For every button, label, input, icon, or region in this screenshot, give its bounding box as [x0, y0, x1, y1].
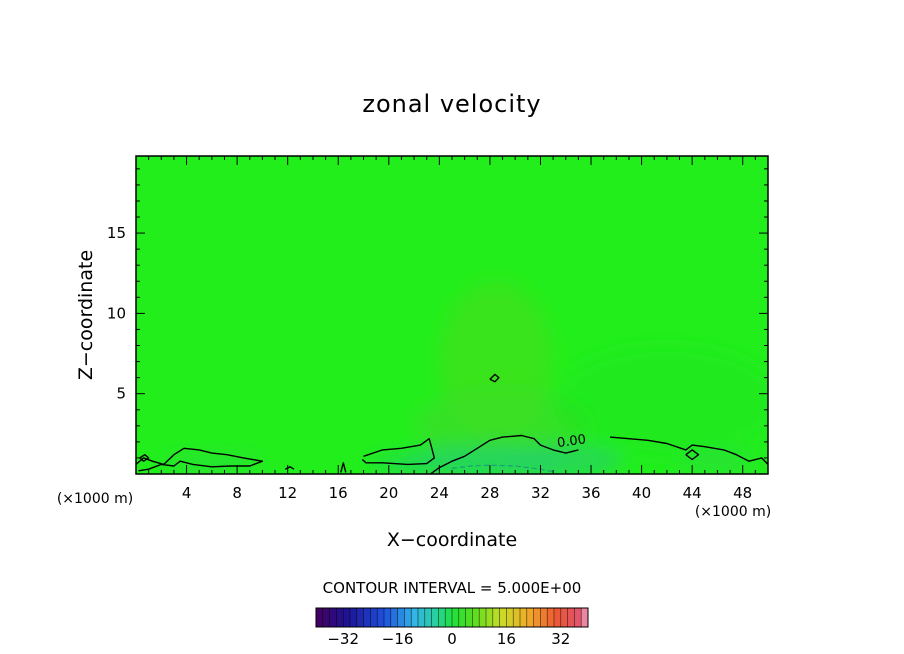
colorbar-tick-label: 32 [551, 630, 570, 648]
colorbar-cell [438, 608, 446, 627]
colorbar-cell [356, 608, 364, 627]
colorbar-cell [390, 608, 398, 627]
velocity-anomaly-layer [161, 281, 768, 474]
colorbar-cell [554, 608, 562, 627]
anomaly-blur-group [161, 281, 768, 474]
colorbar-cells [315, 608, 589, 627]
colorbar-cell [411, 608, 419, 627]
zero-contour-line-2 [361, 438, 435, 466]
colorbar-cell [506, 608, 514, 627]
y-tick-label: 10 [107, 304, 126, 322]
colorbar-cell [574, 608, 582, 627]
colorbar-cell [418, 608, 426, 627]
anomaly-patch-6 [553, 345, 768, 458]
colorbar: −32 −16 0 16 32 [315, 607, 589, 648]
zero-contour-line-4 [609, 436, 768, 465]
colorbar-cell [458, 608, 466, 627]
y-axis-ticks [136, 168, 768, 459]
contour-label-zero: 0.00 [556, 432, 587, 451]
x-axis-unit: (×1000 m) [695, 504, 771, 520]
colorbar-tick-label: 16 [497, 630, 516, 648]
colorbar-cell [513, 608, 521, 627]
anomaly-patch-7 [161, 454, 263, 471]
y-axis-tick-labels: 5 10 15 [107, 224, 126, 403]
plot-area: 0.00 [135, 155, 769, 475]
colorbar-cell [560, 608, 568, 627]
colorbar-cell [581, 608, 589, 627]
colorbar-frame [315, 607, 589, 628]
colorbar-cell [547, 608, 555, 627]
contour-interval-text: CONTOUR INTERVAL = 5.000E+00 [323, 579, 582, 597]
colorbar-cell [384, 608, 392, 627]
x-tick-label: 16 [329, 484, 348, 502]
x-axis-label: X−coordinate [387, 529, 517, 551]
zero-contour-line-1 [136, 447, 264, 472]
colorbar-cell [336, 608, 344, 627]
colorbar-cell [370, 608, 378, 627]
colorbar-cell [329, 608, 337, 627]
colorbar-cell [492, 608, 500, 627]
colorbar-cell [452, 608, 460, 627]
x-tick-label: 28 [480, 484, 499, 502]
x-tick-label: 48 [733, 484, 752, 502]
x-tick-label: 36 [581, 484, 600, 502]
anomaly-patch-8 [679, 451, 756, 471]
y-axis-label: Z−coordinate [75, 250, 97, 380]
colorbar-cell [397, 608, 405, 627]
colorbar-cell [377, 608, 385, 627]
x-tick-label: 44 [683, 484, 702, 502]
colorbar-tick-labels: −32 −16 0 16 32 [327, 630, 570, 648]
zero-contour-line-8 [284, 466, 295, 470]
colorbar-cell [431, 608, 439, 627]
colorbar-tick-label: −16 [382, 630, 414, 648]
y-tick-label: 15 [107, 224, 126, 242]
anomaly-patch-2 [414, 390, 592, 462]
y-tick-label: 5 [116, 385, 126, 403]
colorbar-cell [472, 608, 480, 627]
colorbar-cell [343, 608, 351, 627]
colorbar-cell [567, 608, 575, 627]
colorbar-cell [526, 608, 534, 627]
colorbar-cell [350, 608, 358, 627]
zero-contour-line-3 [430, 434, 579, 474]
colorbar-cell [533, 608, 541, 627]
contour-layer [136, 373, 768, 474]
colorbar-cell [486, 608, 494, 627]
colorbar-cell [322, 608, 330, 627]
colorbar-tick-label: 0 [447, 630, 457, 648]
colorbar-cell [316, 608, 324, 627]
x-tick-label: 12 [278, 484, 297, 502]
colorbar-cell [540, 608, 548, 627]
colorbar-cell [404, 608, 412, 627]
colorbar-cell [424, 608, 432, 627]
y-axis-unit: (×1000 m) [57, 491, 133, 507]
x-tick-label: 8 [232, 484, 242, 502]
negative-contour-line-1 [451, 464, 554, 473]
chart-title: zonal velocity [362, 90, 541, 118]
colorbar-cell [465, 608, 473, 627]
colorbar-cell [445, 608, 453, 627]
colorbar-cell [499, 608, 507, 627]
zero-contour-line-6 [685, 449, 700, 461]
zero-contour-line-9 [340, 462, 347, 473]
x-tick-label: 4 [182, 484, 192, 502]
colorbar-cell [363, 608, 371, 627]
colorbar-cell [520, 608, 528, 627]
x-tick-label: 20 [379, 484, 398, 502]
colorbar-tick-label: −32 [327, 630, 359, 648]
colorbar-cell [479, 608, 487, 627]
x-tick-label: 24 [430, 484, 449, 502]
x-tick-label: 40 [632, 484, 651, 502]
zero-contour-line-7 [139, 454, 150, 462]
zero-contour-line-5 [489, 373, 500, 383]
x-axis-ticks [148, 156, 756, 474]
x-axis-tick-labels: 4 8 12 16 20 24 28 32 36 40 44 48 [182, 484, 752, 502]
x-tick-label: 32 [531, 484, 550, 502]
